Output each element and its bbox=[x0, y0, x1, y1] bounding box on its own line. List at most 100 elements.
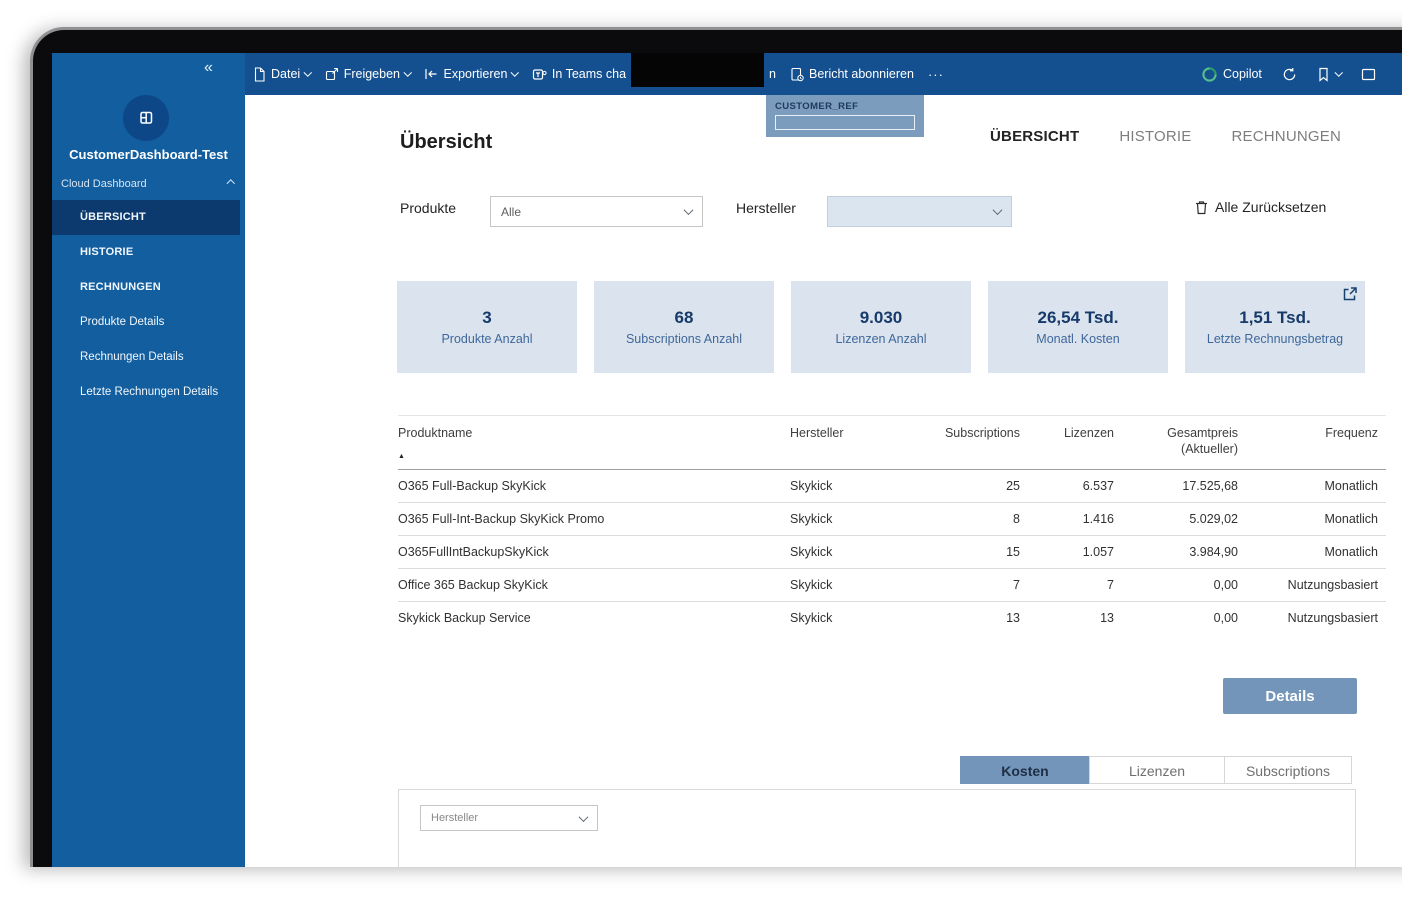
popout-icon[interactable] bbox=[1342, 286, 1358, 307]
table-row[interactable]: O365FullIntBackupSkyKick Skykick 15 1.05… bbox=[398, 535, 1386, 568]
chat-in-teams-menu[interactable]: In Teams cha n bbox=[532, 53, 776, 87]
sidebar-section-cloud-dashboard[interactable]: Cloud Dashboard bbox=[61, 178, 235, 190]
refresh-icon[interactable] bbox=[1282, 67, 1297, 82]
column-header-produktname[interactable]: Produktname ▲ bbox=[398, 425, 790, 465]
workspace-logo bbox=[123, 95, 169, 141]
chevron-down-icon bbox=[578, 811, 589, 822]
app-screen: « CustomerDashboard-Test Cloud Dashboard… bbox=[52, 53, 1402, 867]
tab-historie[interactable]: HISTORIE bbox=[1119, 128, 1192, 145]
redaction-box bbox=[631, 53, 765, 87]
column-header-frequenz[interactable]: Frequenz bbox=[1325, 426, 1378, 440]
subscribe-report-icon bbox=[791, 67, 804, 81]
kpi-letzte-rechnungsbetrag: 1,51 Tsd. Letzte Rechnungsbetrag bbox=[1185, 281, 1365, 373]
bookmark-icon bbox=[1319, 67, 1328, 82]
cell-lizenzen: 6.537 bbox=[1082, 479, 1114, 493]
bookmarks-menu[interactable] bbox=[1317, 67, 1343, 82]
subscribe-report-label: Bericht abonnieren bbox=[809, 67, 914, 81]
kpi-value: 68 bbox=[674, 308, 694, 327]
produkte-filter-dropdown[interactable]: Alle bbox=[490, 196, 703, 227]
tab-uebersicht[interactable]: ÜBERSICHT bbox=[990, 128, 1080, 145]
kpi-card-row: 3 Produkte Anzahl 68 Subscriptions Anzah… bbox=[397, 281, 1365, 373]
tab-subscriptions[interactable]: Subscriptions bbox=[1224, 756, 1352, 784]
cell-hersteller: Skykick bbox=[790, 545, 833, 559]
share-menu[interactable]: Freigeben bbox=[325, 67, 412, 81]
chevron-down-icon bbox=[304, 68, 312, 77]
reset-all-button[interactable]: Alle Zurücksetzen bbox=[1195, 199, 1326, 215]
reset-all-label: Alle Zurücksetzen bbox=[1215, 199, 1327, 215]
chevron-up-icon bbox=[226, 180, 235, 188]
customer-ref-slicer[interactable]: CUSTOMER_REF bbox=[766, 95, 924, 137]
cell-gesamtpreis: 3.984,90 bbox=[1189, 545, 1238, 559]
sidebar-item-rechnungen-details[interactable]: Rechnungen Details bbox=[80, 351, 184, 363]
hersteller-filter-dropdown[interactable] bbox=[827, 196, 1012, 227]
sidebar-collapse-icon[interactable]: « bbox=[204, 59, 213, 76]
chevron-down-icon bbox=[511, 68, 520, 77]
tab-lizenzen[interactable]: Lizenzen bbox=[1089, 756, 1225, 784]
file-menu[interactable]: Datei bbox=[253, 66, 312, 82]
chat-in-teams-label-suffix: n bbox=[769, 67, 776, 81]
sidebar-page-list: ÜBERSICHT HISTORIE RECHNUNGEN Produkte D… bbox=[52, 200, 245, 410]
command-bar-right: Copilot bbox=[1202, 53, 1376, 95]
cell-gesamtpreis: 5.029,02 bbox=[1189, 512, 1238, 526]
export-icon bbox=[425, 69, 437, 79]
cell-hersteller: Skykick bbox=[790, 578, 833, 592]
cell-gesamtpreis: 0,00 bbox=[1213, 611, 1238, 625]
sidebar-item-historie[interactable]: HISTORIE bbox=[80, 246, 134, 258]
cell-frequenz: Nutzungsbasiert bbox=[1287, 578, 1378, 592]
kpi-value: 1,51 Tsd. bbox=[1239, 308, 1311, 327]
column-header-hersteller[interactable]: Hersteller bbox=[790, 426, 844, 440]
table-row[interactable]: Skykick Backup Service Skykick 13 13 0,0… bbox=[398, 601, 1386, 634]
hersteller-chart-dropdown[interactable]: Hersteller bbox=[420, 805, 598, 831]
export-menu[interactable]: Exportieren bbox=[424, 67, 520, 81]
table-row[interactable]: O365 Full-Int-Backup SkyKick Promo Skyki… bbox=[398, 502, 1386, 535]
sidebar-item-rechnungen[interactable]: RECHNUNGEN bbox=[80, 281, 161, 293]
tab-rechnungen[interactable]: RECHNUNGEN bbox=[1231, 128, 1341, 145]
chevron-down-icon bbox=[683, 205, 694, 216]
kpi-label: Lizenzen Anzahl bbox=[835, 332, 927, 346]
sidebar-item-uebersicht[interactable]: ÜBERSICHT bbox=[52, 200, 240, 235]
powerbi-app-icon bbox=[140, 111, 153, 124]
customer-ref-input[interactable] bbox=[775, 115, 915, 130]
kpi-label: Produkte Anzahl bbox=[441, 332, 533, 346]
chat-in-teams-label-prefix: In Teams cha bbox=[551, 67, 627, 81]
file-icon bbox=[254, 66, 265, 82]
cell-subscriptions: 13 bbox=[1006, 611, 1020, 625]
sidebar-item-letzte-rechnungen-details[interactable]: Letzte Rechnungen Details bbox=[80, 386, 219, 398]
table-row[interactable]: Office 365 Backup SkyKick Skykick 7 7 0,… bbox=[398, 568, 1386, 601]
share-menu-label: Freigeben bbox=[343, 67, 400, 81]
column-header-subscriptions[interactable]: Subscriptions bbox=[944, 426, 1020, 440]
reset-view-icon[interactable] bbox=[1361, 67, 1376, 82]
tablet-device-frame: « CustomerDashboard-Test Cloud Dashboard… bbox=[30, 27, 1402, 867]
share-icon bbox=[325, 67, 338, 81]
tab-kosten[interactable]: Kosten bbox=[960, 756, 1090, 784]
cell-subscriptions: 25 bbox=[1006, 479, 1020, 493]
cell-lizenzen: 1.057 bbox=[1082, 545, 1114, 559]
cell-produktname: O365FullIntBackupSkyKick bbox=[398, 545, 549, 559]
cell-subscriptions: 7 bbox=[1013, 578, 1020, 592]
subscribe-report-menu[interactable]: Bericht abonnieren bbox=[790, 67, 914, 82]
table-row[interactable]: O365 Full-Backup SkyKick Skykick 25 6.53… bbox=[398, 470, 1386, 502]
kpi-label: Letzte Rechnungsbetrag bbox=[1206, 332, 1344, 346]
cell-produktname: O365 Full-Backup SkyKick bbox=[398, 479, 546, 493]
sidebar-item-produkte-details[interactable]: Produkte Details bbox=[80, 316, 165, 328]
column-header-label: Produktname bbox=[398, 426, 473, 440]
file-menu-label: Datei bbox=[271, 67, 301, 81]
details-button[interactable]: Details bbox=[1223, 678, 1357, 714]
page-title: Übersicht bbox=[400, 131, 493, 153]
column-header-lizenzen[interactable]: Lizenzen bbox=[1063, 426, 1114, 440]
cell-produktname: Office 365 Backup SkyKick bbox=[398, 578, 548, 592]
customer-ref-label: CUSTOMER_REF bbox=[775, 101, 859, 112]
cell-frequenz: Nutzungsbasiert bbox=[1287, 611, 1378, 625]
cell-frequenz: Monatlich bbox=[1324, 545, 1379, 559]
cell-hersteller: Skykick bbox=[790, 479, 833, 493]
column-header-label: Gesamtpreis bbox=[1167, 426, 1238, 440]
produkte-filter-label: Produkte bbox=[400, 200, 457, 216]
report-canvas: Übersicht CUSTOMER_REF ÜBERSICHT HISTORI… bbox=[245, 95, 1402, 867]
kpi-produkte-anzahl: 3 Produkte Anzahl bbox=[397, 281, 577, 373]
more-options-icon[interactable]: ··· bbox=[927, 66, 944, 82]
cell-produktname: Skykick Backup Service bbox=[398, 611, 531, 625]
command-bar-menu: Datei Freigeben Exportiere bbox=[245, 53, 944, 87]
report-sidebar: « CustomerDashboard-Test Cloud Dashboard… bbox=[52, 53, 245, 867]
copilot-button[interactable]: Copilot bbox=[1202, 66, 1262, 82]
column-header-gesamtpreis[interactable]: Gesamtpreis (Aktueller) bbox=[1122, 425, 1246, 465]
